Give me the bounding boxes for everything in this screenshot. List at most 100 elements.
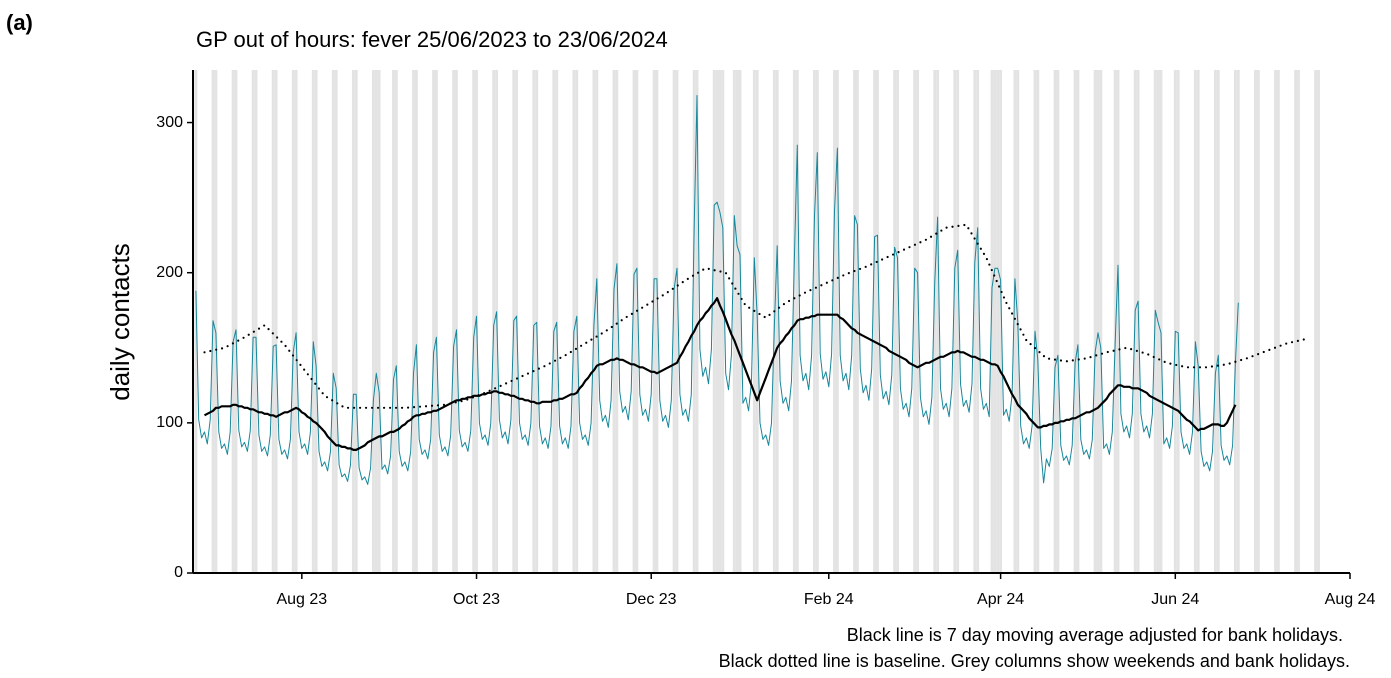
shaded-column: [1216, 70, 1220, 573]
shaded-column: [214, 70, 218, 573]
shaded-column: [738, 70, 742, 573]
shaded-column: [1036, 70, 1040, 573]
x-tick-label: Feb 24: [804, 591, 854, 608]
shaded-column: [732, 70, 736, 573]
x-tick-label: Dec 23: [626, 591, 677, 608]
shaded-column: [1116, 70, 1120, 573]
shaded-column: [1196, 70, 1200, 573]
shaded-column: [1053, 70, 1057, 573]
shaded-column: [595, 70, 599, 573]
shaded-column: [695, 70, 699, 573]
shaded-column: [354, 70, 358, 573]
shaded-column: [377, 70, 381, 573]
shaded-column: [314, 70, 318, 573]
shaded-column: [973, 70, 977, 573]
shaded-column: [1317, 70, 1320, 573]
shaded-column: [953, 70, 957, 573]
shaded-column: [1297, 70, 1300, 573]
shaded-column: [535, 70, 539, 573]
shaded-column: [1236, 70, 1240, 573]
chart-title: GP out of hours: fever 25/06/2023 to 23/…: [196, 27, 668, 52]
shaded-column: [452, 70, 456, 573]
y-tick-label: 0: [174, 564, 183, 581]
shaded-column: [555, 70, 559, 573]
shaded-column: [1159, 70, 1163, 573]
shaded-column: [274, 70, 278, 573]
series-line: [203, 297, 1237, 451]
shaded-column: [1056, 70, 1060, 573]
x-tick-label: Oct 23: [453, 591, 500, 608]
shaded-column: [334, 70, 338, 573]
shaded-column: [234, 70, 238, 573]
shaded-column: [1294, 70, 1298, 573]
shaded-column: [833, 70, 836, 573]
shaded-column: [1314, 70, 1318, 573]
shaded-column: [414, 70, 418, 573]
x-tick-label: Jun 24: [1151, 591, 1199, 608]
shaded-column: [876, 70, 879, 573]
shaded-column: [432, 70, 435, 573]
shaded-column: [1274, 70, 1277, 573]
shaded-column: [455, 70, 458, 573]
panel-label: (a): [6, 10, 33, 35]
x-tick-label: Aug 23: [276, 591, 327, 608]
shaded-column: [532, 70, 536, 573]
shaded-column: [721, 70, 725, 573]
shaded-column: [1033, 70, 1037, 573]
shaded-column: [394, 70, 398, 573]
y-tick-label: 100: [156, 414, 183, 431]
shaded-column: [999, 70, 1003, 573]
shaded-column: [331, 70, 335, 573]
shaded-column: [873, 70, 877, 573]
shaded-column: [374, 70, 378, 573]
shaded-column: [792, 70, 796, 573]
shaded-column: [572, 70, 576, 573]
shaded-column: [1013, 70, 1017, 573]
shaded-column: [612, 70, 616, 573]
shaded-column: [835, 70, 839, 573]
shaded-column: [735, 70, 739, 573]
shaded-column: [855, 70, 859, 573]
shaded-column: [896, 70, 899, 573]
shaded-column: [1073, 70, 1077, 573]
shaded-column: [652, 70, 656, 573]
shaded-column: [692, 70, 696, 573]
shaded-column: [371, 70, 375, 573]
shaded-column: [254, 70, 258, 573]
shaded-column: [492, 70, 496, 573]
shaded-column: [933, 70, 937, 573]
shaded-column: [976, 70, 980, 573]
shaded-column: [412, 70, 415, 573]
shaded-column: [271, 70, 275, 573]
shaded-column: [916, 70, 919, 573]
shaded-column: [1099, 70, 1103, 573]
shaded-column: [1256, 70, 1260, 573]
axis-layer: 0 100 200 300 Aug 23 Oct 23 Dec 23 Feb 24 Apr 24…: [156, 70, 1375, 608]
shaded-column: [775, 70, 779, 573]
shaded-column: [996, 70, 1000, 573]
y-tick-label: 200: [156, 264, 183, 281]
shaded-column: [472, 70, 476, 573]
shaded-column: [434, 70, 438, 573]
x-tick-label: Aug 24: [1325, 591, 1376, 608]
line-layer: [195, 95, 1309, 485]
shaded-column: [552, 70, 556, 573]
shaded-column: [1136, 70, 1140, 573]
x-tick-label: Apr 24: [977, 591, 1024, 608]
y-tick-label: 300: [156, 114, 183, 131]
shaded-column: [913, 70, 917, 573]
shaded-column: [893, 70, 897, 573]
shaded-column: [1093, 70, 1097, 573]
shaded-column: [853, 70, 856, 573]
shaded-column: [1176, 70, 1180, 573]
shaded-column: [1173, 70, 1177, 573]
shaded-column: [251, 70, 255, 573]
shaded-column: [294, 70, 298, 573]
shaded-column: [311, 70, 315, 573]
shaded-column: [813, 70, 816, 573]
shaded-column: [231, 70, 235, 573]
shaded-column: [615, 70, 619, 573]
shaded-column: [1076, 70, 1080, 573]
shaded-column: [1234, 70, 1237, 573]
shaded-column: [1213, 70, 1217, 573]
